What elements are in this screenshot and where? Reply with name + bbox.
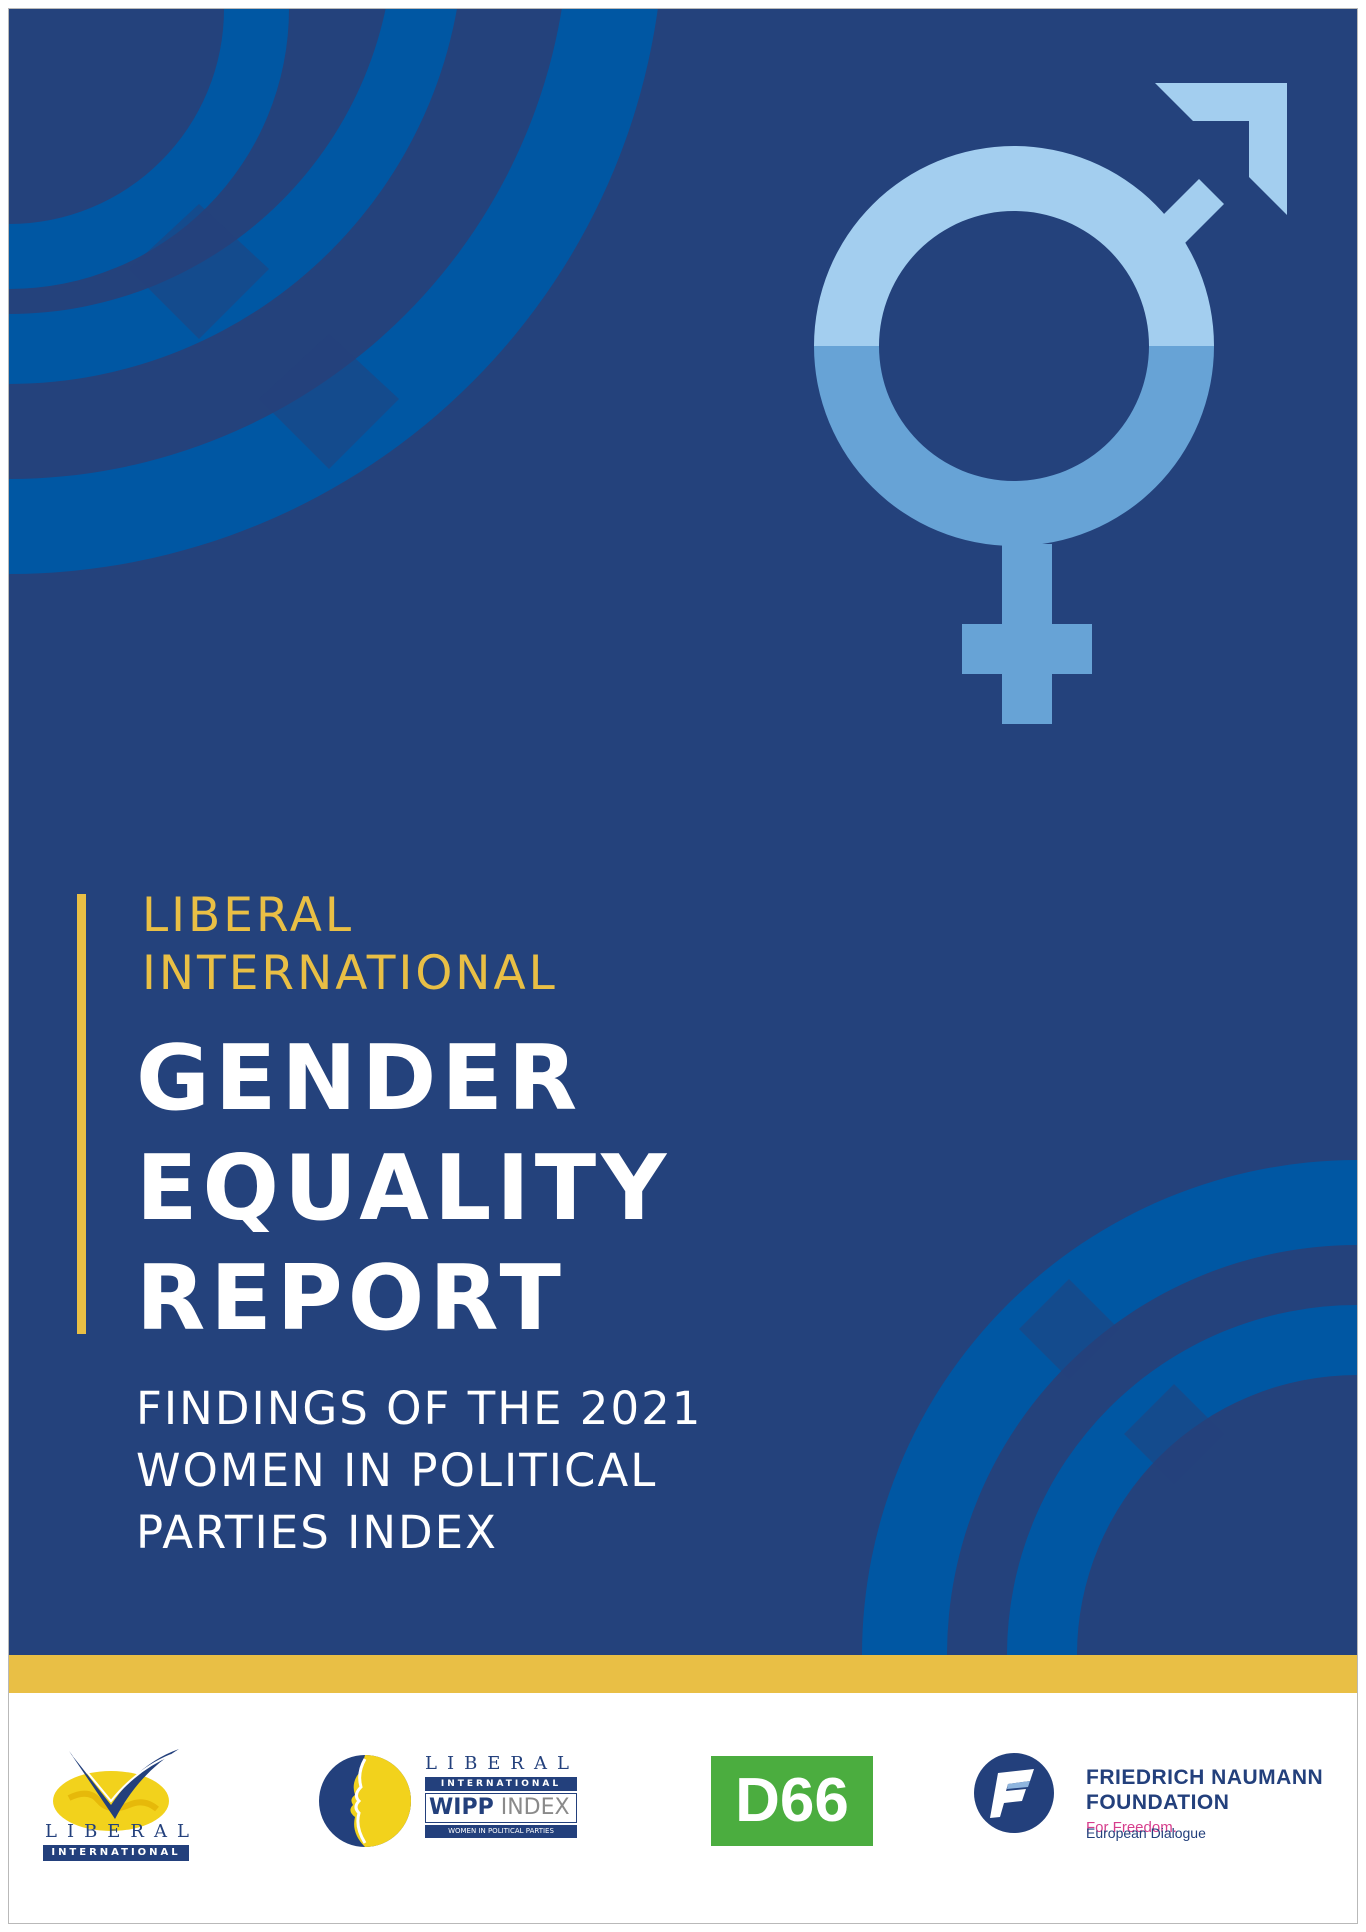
arc-cut-top-left-2 — [259, 334, 399, 469]
partner-logos: LIBERAL INTERNATIONAL LIBERAL INTERNATIO… — [9, 1693, 1357, 1923]
wipp-index-logo: LIBERAL INTERNATIONAL WIPP INDEX WOMEN I… — [317, 1753, 597, 1853]
fnf-name-line1: FRIEDRICH NAUMANN — [1086, 1766, 1324, 1789]
wipp-tagline: WOMEN IN POLITICAL PARTIES — [425, 1825, 577, 1838]
report-cover-page: LIBERAL INTERNATIONAL GENDER EQUALITY RE… — [8, 8, 1358, 1924]
fnf-tagline: For Freedom. — [1086, 1819, 1177, 1836]
wipp-label: WIPP — [429, 1795, 494, 1820]
liberal-international-logo: LIBERAL INTERNATIONAL — [39, 1743, 199, 1863]
arc-bottom-right-middle — [1007, 1305, 1357, 1655]
report-subtitle: FINDINGS OF THE 2021 WOMEN IN POLITICAL … — [136, 1378, 702, 1564]
globe-bird-icon — [53, 1749, 179, 1831]
arc-cut-bottom-right-1 — [1019, 1279, 1119, 1379]
wipp-index-label: WIPP INDEX — [425, 1793, 577, 1823]
wipp-liberal-wordmark: LIBERAL — [425, 1753, 579, 1774]
arc-top-left-outer — [9, 9, 658, 574]
d66-logo: D66 — [711, 1756, 873, 1846]
organization-name-line1: LIBERAL — [142, 888, 355, 943]
fnf-name-line2: FOUNDATION For Freedom. — [1086, 1790, 1323, 1840]
decorative-arcs — [9, 9, 1357, 1655]
accent-vertical-bar — [77, 894, 86, 1334]
report-subtitle-line2: WOMEN IN POLITICAL — [136, 1444, 658, 1497]
arc-bottom-right-outer — [862, 1160, 1357, 1655]
arc-cut-bottom-right-2 — [1124, 1384, 1224, 1484]
liberal-wordmark: LIBERAL — [45, 1821, 199, 1842]
international-band: INTERNATIONAL — [43, 1845, 189, 1861]
transgender-symbol-icon — [814, 83, 1287, 724]
fnf-f-icon — [974, 1753, 1054, 1833]
cover-panel: LIBERAL INTERNATIONAL GENDER EQUALITY RE… — [9, 9, 1357, 1655]
report-subtitle-line1: FINDINGS OF THE 2021 — [136, 1382, 703, 1435]
arc-cut-top-left-1 — [129, 204, 269, 339]
fnf-foundation-word: FOUNDATION — [1086, 1791, 1230, 1814]
woman-profile-icon — [319, 1755, 411, 1847]
wipp-international-band: INTERNATIONAL — [425, 1777, 577, 1791]
fnf-name: FRIEDRICH NAUMANN FOUNDATION For Freedom… — [1086, 1765, 1323, 1840]
friedrich-naumann-foundation-logo: FRIEDRICH NAUMANN FOUNDATION For Freedom… — [972, 1751, 1342, 1861]
organization-name: LIBERAL INTERNATIONAL — [142, 887, 558, 1003]
report-subtitle-line3: PARTIES INDEX — [136, 1506, 498, 1559]
arc-top-left-middle — [9, 9, 457, 384]
report-title-line2: EQUALITY — [136, 1136, 672, 1241]
organization-name-line2: INTERNATIONAL — [142, 946, 558, 1001]
report-title-line1: GENDER — [136, 1026, 583, 1131]
gold-divider-band — [9, 1655, 1357, 1693]
index-label: INDEX — [500, 1795, 570, 1820]
arc-top-left-inner — [9, 9, 289, 289]
fnf-subtitle: European Dialogue — [1086, 1825, 1206, 1841]
report-title-line3: REPORT — [136, 1246, 566, 1351]
report-title: GENDER EQUALITY REPORT — [136, 1024, 671, 1354]
